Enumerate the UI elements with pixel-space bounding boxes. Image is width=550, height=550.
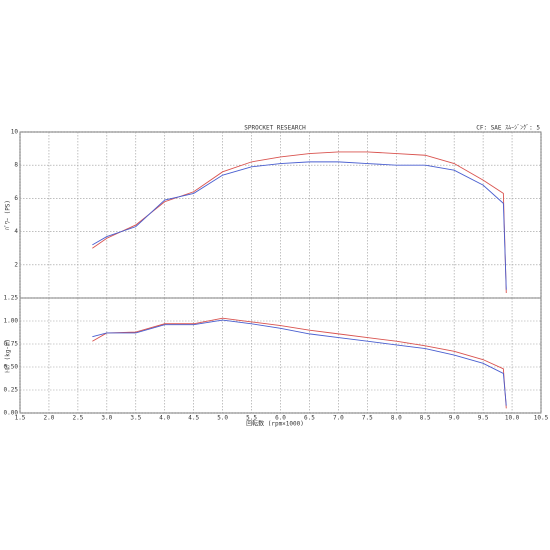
x-tick-label: 6.0 <box>275 415 286 422</box>
x-tick-label: 8.0 <box>391 415 402 422</box>
x-tick-label: 8.5 <box>420 415 431 422</box>
y-tick-label: 8 <box>14 162 18 169</box>
x-tick-label: 7.0 <box>333 415 344 422</box>
y-tick-label: 10 <box>11 129 19 136</box>
y-tick-label: 0.25 <box>4 387 19 394</box>
x-tick-label: 2.5 <box>72 415 83 422</box>
y-tick-label: 1.25 <box>4 295 19 302</box>
x-tick-label: 4.0 <box>159 415 170 422</box>
x-tick-label: 2.0 <box>44 415 55 422</box>
x-tick-label: 10.0 <box>505 415 520 422</box>
x-tick-label: 9.5 <box>478 415 489 422</box>
x-tick-label: 10.5 <box>534 415 549 422</box>
data-line <box>92 319 507 406</box>
data-line <box>92 151 507 294</box>
x-tick-label: 5.0 <box>217 415 228 422</box>
x-tick-label: 3.0 <box>101 415 112 422</box>
annotation: CF: SAE ｽﾑｰｼﾞﾝｸﾞ: 5 <box>476 125 540 132</box>
y-tick-label: 0.00 <box>4 410 19 417</box>
x-tick-label: 5.5 <box>246 415 257 422</box>
y-tick-label: 2 <box>14 261 18 268</box>
y-tick-label: 1.00 <box>4 318 19 325</box>
y-tick-label: 6 <box>14 195 18 202</box>
data-line <box>92 161 507 290</box>
y-axis-label: ﾊﾟﾜｰ (PS) <box>5 200 12 230</box>
x-tick-label: 9.0 <box>449 415 460 422</box>
x-tick-label: 4.5 <box>188 415 199 422</box>
data-line <box>92 317 507 409</box>
y-tick-label: 0.75 <box>4 341 19 348</box>
x-tick-label: 7.5 <box>362 415 373 422</box>
x-tick-label: 6.5 <box>304 415 315 422</box>
chart-title: SPROCKET RESEARCH <box>244 125 306 132</box>
y-tick-label: 0.50 <box>4 364 19 371</box>
x-tick-label: 3.5 <box>130 415 141 422</box>
y-tick-label: 4 <box>14 228 18 235</box>
x-tick-label: 1.5 <box>15 415 26 422</box>
x-axis-label: 回転数 (rpm×1000) <box>246 420 304 428</box>
y-axis-label: ﾄﾙｸ (kg-m) <box>5 339 12 373</box>
